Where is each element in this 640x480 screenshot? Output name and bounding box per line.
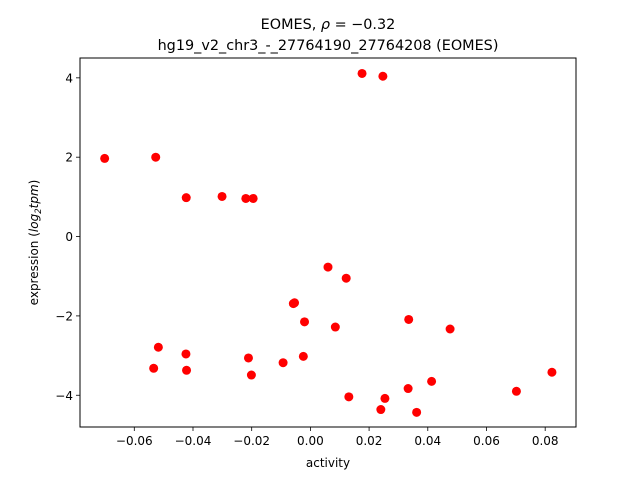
data-point [278, 358, 288, 368]
data-point [380, 393, 390, 403]
data-point [404, 314, 414, 324]
data-point [151, 152, 161, 162]
data-point [511, 386, 521, 396]
data-point [341, 273, 351, 283]
x-tick-label: 0.08 [532, 434, 559, 448]
chart-title-line2: hg19_v2_chr3_-_27764190_27764208 (EOMES) [158, 38, 499, 54]
data-point [357, 68, 367, 78]
x-tick-label: 0.06 [473, 434, 500, 448]
data-point [153, 342, 163, 352]
chart-title-line1: EOMES, ρ = −0.32 [261, 17, 396, 33]
data-point [241, 193, 251, 203]
y-tick-label: 0 [65, 230, 73, 244]
data-point [100, 153, 110, 163]
data-point [246, 370, 256, 380]
y-tick-label: −2 [55, 309, 73, 323]
x-tick-label: −0.06 [116, 434, 153, 448]
data-point [427, 376, 437, 386]
data-point [403, 384, 413, 394]
x-tick-label: −0.02 [233, 434, 270, 448]
x-axis: −0.06 −0.04 −0.02 0.00 0.02 0.04 0.06 0.08 [116, 427, 559, 448]
data-point [445, 324, 455, 334]
points-layer [100, 68, 557, 417]
data-point [323, 262, 333, 272]
y-tick-label: 4 [65, 71, 73, 85]
x-tick-label: 0.00 [297, 434, 324, 448]
x-tick-label: 0.04 [414, 434, 441, 448]
data-point [298, 351, 308, 361]
data-point [300, 317, 310, 327]
data-point [217, 191, 227, 201]
data-point [149, 363, 159, 373]
plot-area [80, 58, 576, 427]
data-point [248, 193, 258, 203]
data-point [547, 367, 557, 377]
x-tick-label: −0.04 [175, 434, 212, 448]
y-axis: −4 −2 0 2 4 [55, 71, 80, 403]
y-tick-label: 2 [65, 151, 73, 165]
data-point [182, 365, 192, 375]
plot-frame [79, 57, 577, 428]
data-point [412, 407, 422, 417]
data-point [330, 322, 340, 332]
data-point [181, 193, 191, 203]
y-axis-label: expression (log2tpm) [27, 180, 44, 306]
x-tick-label: 0.02 [356, 434, 383, 448]
data-point [243, 353, 253, 363]
data-point [376, 405, 386, 415]
data-point [344, 392, 354, 402]
data-point [378, 71, 388, 81]
x-axis-label: activity [306, 456, 350, 470]
data-point [181, 349, 191, 359]
data-point [290, 298, 300, 308]
y-tick-label: −4 [55, 389, 73, 403]
